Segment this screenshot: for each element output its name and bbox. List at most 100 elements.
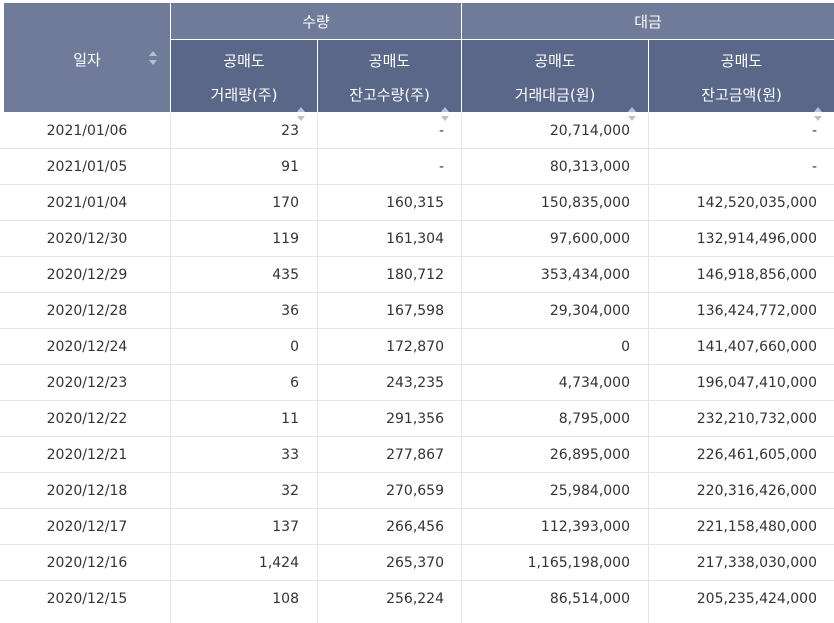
cell-date: 2021/01/05 (46, 159, 128, 175)
cell-short-trade-amount: 112,393,000 (540, 519, 630, 535)
table-row: 2020/12/17 137 266,456 112,393,000 221,158,4… (0, 509, 834, 545)
cell-short-trade-amount: 86,514,000 (549, 591, 630, 607)
cell-short-volume: 11 (281, 411, 299, 427)
cell-date: 2020/12/24 (46, 339, 128, 355)
table-row: 2020/12/24 0 172,870 0 141,407,660,000 (0, 329, 834, 365)
column-header-short-balance-amount[interactable]: 공매도 잔고금액(원) (649, 40, 834, 121)
cell-date: 2020/12/22 (46, 411, 128, 427)
table-row: 2020/12/29 435 180,712 353,434,000 146,918,8… (0, 257, 834, 293)
cell-date: 2020/12/23 (46, 375, 128, 391)
cell-short-balance-qty: 243,235 (386, 375, 444, 391)
cell-short-trade-amount: 150,835,000 (540, 195, 630, 211)
table-row: 2020/12/21 33 277,867 26,895,000 226,461,605… (0, 437, 834, 473)
cell-short-balance-amount: 205,235,424,000 (696, 591, 817, 607)
cell-short-balance-amount: 220,316,426,000 (696, 483, 817, 499)
cell-short-balance-amount: 226,461,605,000 (696, 447, 817, 463)
cell-short-volume: 23 (281, 123, 299, 139)
cell-short-balance-qty: - (438, 123, 444, 139)
column-header-line2: 잔고금액(원) (701, 86, 782, 104)
column-header-short-trade-amount[interactable]: 공매도 거래대금(원) (462, 40, 648, 121)
cell-short-volume: 91 (281, 159, 299, 175)
sort-icon[interactable] (814, 107, 822, 121)
column-header-line1: 공매도 (720, 52, 763, 70)
table-row: 2020/12/30 119 161,304 97,600,000 132,914,49… (0, 221, 834, 257)
column-header-short-volume[interactable]: 공매도 거래량(주) (171, 40, 317, 121)
cell-short-volume: 32 (281, 483, 299, 499)
column-divider (648, 113, 649, 623)
cell-short-balance-amount: 146,918,856,000 (696, 267, 817, 283)
cell-short-trade-amount: 97,600,000 (549, 231, 630, 247)
cell-short-trade-amount: 20,714,000 (549, 123, 630, 139)
column-header-line2: 거래대금(원) (514, 86, 596, 104)
column-group-amount-label: 대금 (634, 12, 662, 31)
column-header-date-label: 일자 (73, 51, 101, 69)
cell-short-volume: 0 (290, 339, 299, 355)
column-header-short-balance-qty[interactable]: 공매도 잔고수량(주) (318, 40, 461, 121)
sort-icon[interactable] (297, 107, 305, 121)
cell-short-balance-qty: 167,598 (386, 303, 444, 319)
cell-short-balance-amount: 196,047,410,000 (696, 375, 817, 391)
column-divider (170, 113, 171, 623)
cell-short-balance-qty: 265,370 (386, 555, 444, 571)
cell-date: 2020/12/21 (46, 447, 128, 463)
cell-short-balance-qty: 291,356 (386, 411, 444, 427)
cell-short-volume: 33 (281, 447, 299, 463)
column-header-date[interactable]: 일자 (4, 3, 170, 112)
cell-short-volume: 36 (281, 303, 299, 319)
table-row: 2020/12/28 36 167,598 29,304,000 136,424,772… (0, 293, 834, 329)
cell-short-balance-amount: 217,338,030,000 (696, 555, 817, 571)
cell-short-trade-amount: 353,434,000 (540, 267, 630, 283)
cell-short-volume: 435 (272, 267, 299, 283)
cell-short-balance-amount: 136,424,772,000 (696, 303, 817, 319)
cell-short-balance-qty: 270,659 (386, 483, 444, 499)
column-divider (461, 113, 462, 623)
column-header-line2: 잔고수량(주) (349, 86, 430, 104)
cell-short-balance-qty: 161,304 (386, 231, 444, 247)
column-group-amount: 대금 (462, 3, 834, 39)
cell-short-volume: 137 (272, 519, 299, 535)
table-row: 2020/12/23 6 243,235 4,734,000 196,047,410,0… (0, 365, 834, 401)
column-header-line2: 거래량(주) (210, 86, 278, 104)
cell-date: 2020/12/15 (46, 591, 128, 607)
column-header-line1: 공매도 (368, 52, 411, 70)
cell-short-balance-amount: 232,210,732,000 (696, 411, 817, 427)
table-row: 2020/12/22 11 291,356 8,795,000 232,210,732,… (0, 401, 834, 437)
cell-short-trade-amount: 4,734,000 (558, 375, 630, 391)
cell-short-balance-amount: 132,914,496,000 (696, 231, 817, 247)
cell-short-trade-amount: 8,795,000 (558, 411, 630, 427)
cell-short-balance-qty: 172,870 (386, 339, 444, 355)
cell-short-balance-amount: - (811, 123, 817, 139)
sort-icon[interactable] (149, 51, 157, 65)
column-group-quantity-label: 수량 (302, 12, 330, 31)
cell-short-balance-amount: 221,158,480,000 (696, 519, 817, 535)
cell-short-volume: 170 (272, 195, 299, 211)
cell-date: 2020/12/28 (46, 303, 128, 319)
cell-short-balance-qty: 277,867 (386, 447, 444, 463)
column-group-quantity: 수량 (171, 3, 461, 39)
cell-short-volume: 108 (272, 591, 299, 607)
cell-date: 2020/12/30 (46, 231, 128, 247)
sort-icon[interactable] (441, 107, 449, 121)
cell-short-balance-qty: 256,224 (386, 591, 444, 607)
cell-short-trade-amount: 29,304,000 (549, 303, 630, 319)
table-row: 2020/12/16 1,424 265,370 1,165,198,000 217,3… (0, 545, 834, 581)
column-header-line1: 공매도 (223, 52, 265, 70)
cell-short-volume: 6 (290, 375, 299, 391)
cell-short-volume: 1,424 (258, 555, 299, 571)
sort-icon[interactable] (628, 107, 636, 121)
cell-date: 2020/12/29 (46, 267, 128, 283)
table-row: 2021/01/04 170 160,315 150,835,000 142,520,0… (0, 185, 834, 221)
cell-date: 2021/01/04 (46, 195, 128, 211)
column-header-line1: 공매도 (534, 52, 576, 70)
table-row: 2021/01/05 91 - 80,313,000 - (0, 149, 834, 185)
cell-short-balance-amount: - (811, 159, 817, 175)
cell-short-balance-amount: 142,520,035,000 (696, 195, 817, 211)
cell-short-volume: 119 (272, 231, 299, 247)
cell-short-balance-qty: 180,712 (386, 267, 444, 283)
cell-short-trade-amount: 25,984,000 (549, 483, 630, 499)
column-divider (317, 113, 318, 623)
table-body: 2021/01/06 23 - 20,714,000 - 2021/01/05 91 - 80,… (0, 113, 834, 617)
table-row: 2020/12/18 32 270,659 25,984,000 220,316,426… (0, 473, 834, 509)
cell-date: 2021/01/06 (46, 123, 128, 139)
